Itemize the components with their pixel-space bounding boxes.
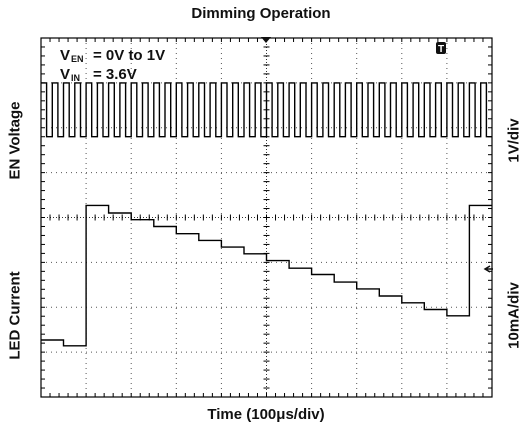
vin-subscript: IN: [71, 73, 80, 83]
vin-value: = 3.6V: [93, 66, 137, 83]
trigger-marker-label: T: [438, 44, 444, 55]
series-line-en-voltage: [41, 82, 492, 138]
trigger-position-arrow: [261, 37, 271, 43]
channel-reference-arrow: [483, 265, 493, 273]
trigger-marker-t: T: [436, 42, 446, 55]
ven-value: = 0V to 1V: [93, 47, 165, 64]
x-axis-label: Time (100μs/div): [207, 406, 325, 423]
ven-label: V: [60, 47, 70, 64]
traces: [41, 82, 492, 347]
ven-subscript: EN: [71, 54, 84, 64]
chart-title: Dimming Operation: [191, 5, 331, 22]
series-line-led-current: [41, 204, 492, 347]
vin-label: V: [60, 66, 70, 83]
